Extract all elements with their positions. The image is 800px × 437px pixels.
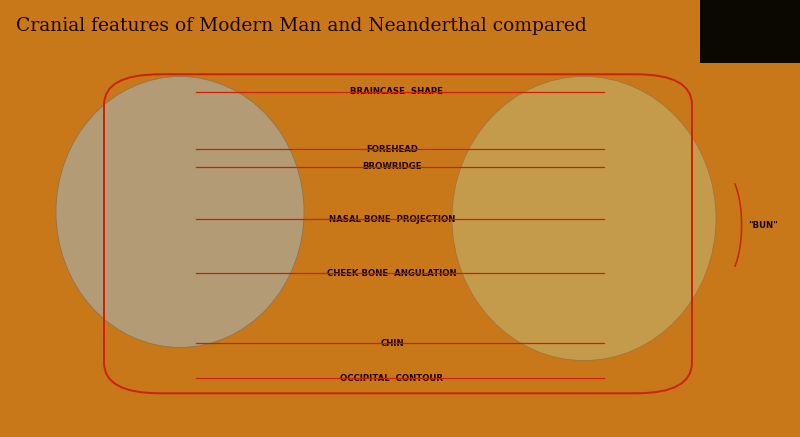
Text: "BUN": "BUN" — [748, 221, 778, 229]
Text: NASAL BONE  PROJECTION: NASAL BONE PROJECTION — [329, 215, 455, 224]
Text: OCCIPITAL  CONTOUR: OCCIPITAL CONTOUR — [341, 374, 443, 382]
Text: FOREHEAD: FOREHEAD — [366, 145, 418, 154]
Text: BRAINCASE  SHAPE: BRAINCASE SHAPE — [350, 87, 442, 96]
Text: BROWRIDGE: BROWRIDGE — [362, 163, 422, 171]
Ellipse shape — [452, 76, 716, 361]
Ellipse shape — [56, 76, 304, 347]
Text: CHEEK BONE  ANGULATION: CHEEK BONE ANGULATION — [327, 269, 457, 277]
Text: Cranial features of Modern Man and Neanderthal compared: Cranial features of Modern Man and Neand… — [16, 17, 586, 35]
Text: CHIN: CHIN — [380, 339, 404, 347]
Bar — [700, 0, 800, 63]
